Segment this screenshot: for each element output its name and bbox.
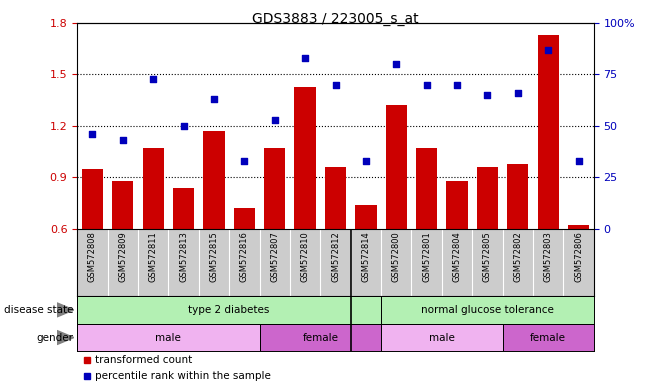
Text: GSM572809: GSM572809 [118,231,127,281]
Text: disease state: disease state [4,305,74,315]
Point [482,92,493,98]
Bar [77,296,381,324]
Point [391,61,402,67]
Bar [568,225,589,229]
Point [452,82,462,88]
Text: transformed count: transformed count [95,356,193,366]
Point [269,117,280,123]
Point [421,82,432,88]
Text: GSM572802: GSM572802 [513,231,522,281]
Point [209,96,219,102]
Bar [381,296,594,324]
Text: GSM572812: GSM572812 [331,231,340,281]
Bar [260,324,381,351]
Bar [416,148,437,229]
Point [117,137,128,144]
Bar [477,167,498,229]
Text: male: male [429,333,455,343]
Bar [507,164,529,229]
Text: GSM572804: GSM572804 [452,231,462,281]
Text: GSM572803: GSM572803 [544,231,553,282]
Bar [295,86,316,229]
Text: normal glucose tolerance: normal glucose tolerance [421,305,554,315]
Point [87,131,98,137]
Text: GSM572800: GSM572800 [392,231,401,281]
Point [239,158,250,164]
Bar [173,188,194,229]
Bar [142,148,164,229]
Text: female: female [303,333,338,343]
Polygon shape [57,331,74,344]
Bar [386,105,407,229]
Text: gender: gender [37,333,74,343]
Bar [82,169,103,229]
Bar [325,167,346,229]
Point [300,55,311,61]
Text: GSM572811: GSM572811 [149,231,158,281]
Bar [355,205,376,229]
Text: GSM572815: GSM572815 [209,231,219,281]
Bar [537,35,559,229]
Text: GSM572805: GSM572805 [483,231,492,281]
Point [178,123,189,129]
Bar [112,181,134,229]
Text: male: male [156,333,181,343]
Text: GSM572810: GSM572810 [301,231,309,281]
Point [573,158,584,164]
Text: GSM572808: GSM572808 [88,231,97,282]
Point [148,76,158,82]
Bar [446,181,468,229]
Point [330,82,341,88]
Bar [381,324,503,351]
Bar [234,208,255,229]
Point [513,90,523,96]
Text: GSM572813: GSM572813 [179,231,188,282]
Polygon shape [57,303,74,317]
Text: GSM572814: GSM572814 [362,231,370,281]
Point [360,158,371,164]
Bar [77,324,260,351]
Bar [264,148,285,229]
Text: type 2 diabetes: type 2 diabetes [189,305,270,315]
Text: GDS3883 / 223005_s_at: GDS3883 / 223005_s_at [252,12,419,25]
Text: GSM572806: GSM572806 [574,231,583,282]
Text: female: female [530,333,566,343]
Bar [503,324,594,351]
Point [543,47,554,53]
Text: GSM572816: GSM572816 [240,231,249,282]
Text: GSM572807: GSM572807 [270,231,279,282]
Text: percentile rank within the sample: percentile rank within the sample [95,371,271,381]
Text: GSM572801: GSM572801 [422,231,431,281]
Bar [203,131,225,229]
